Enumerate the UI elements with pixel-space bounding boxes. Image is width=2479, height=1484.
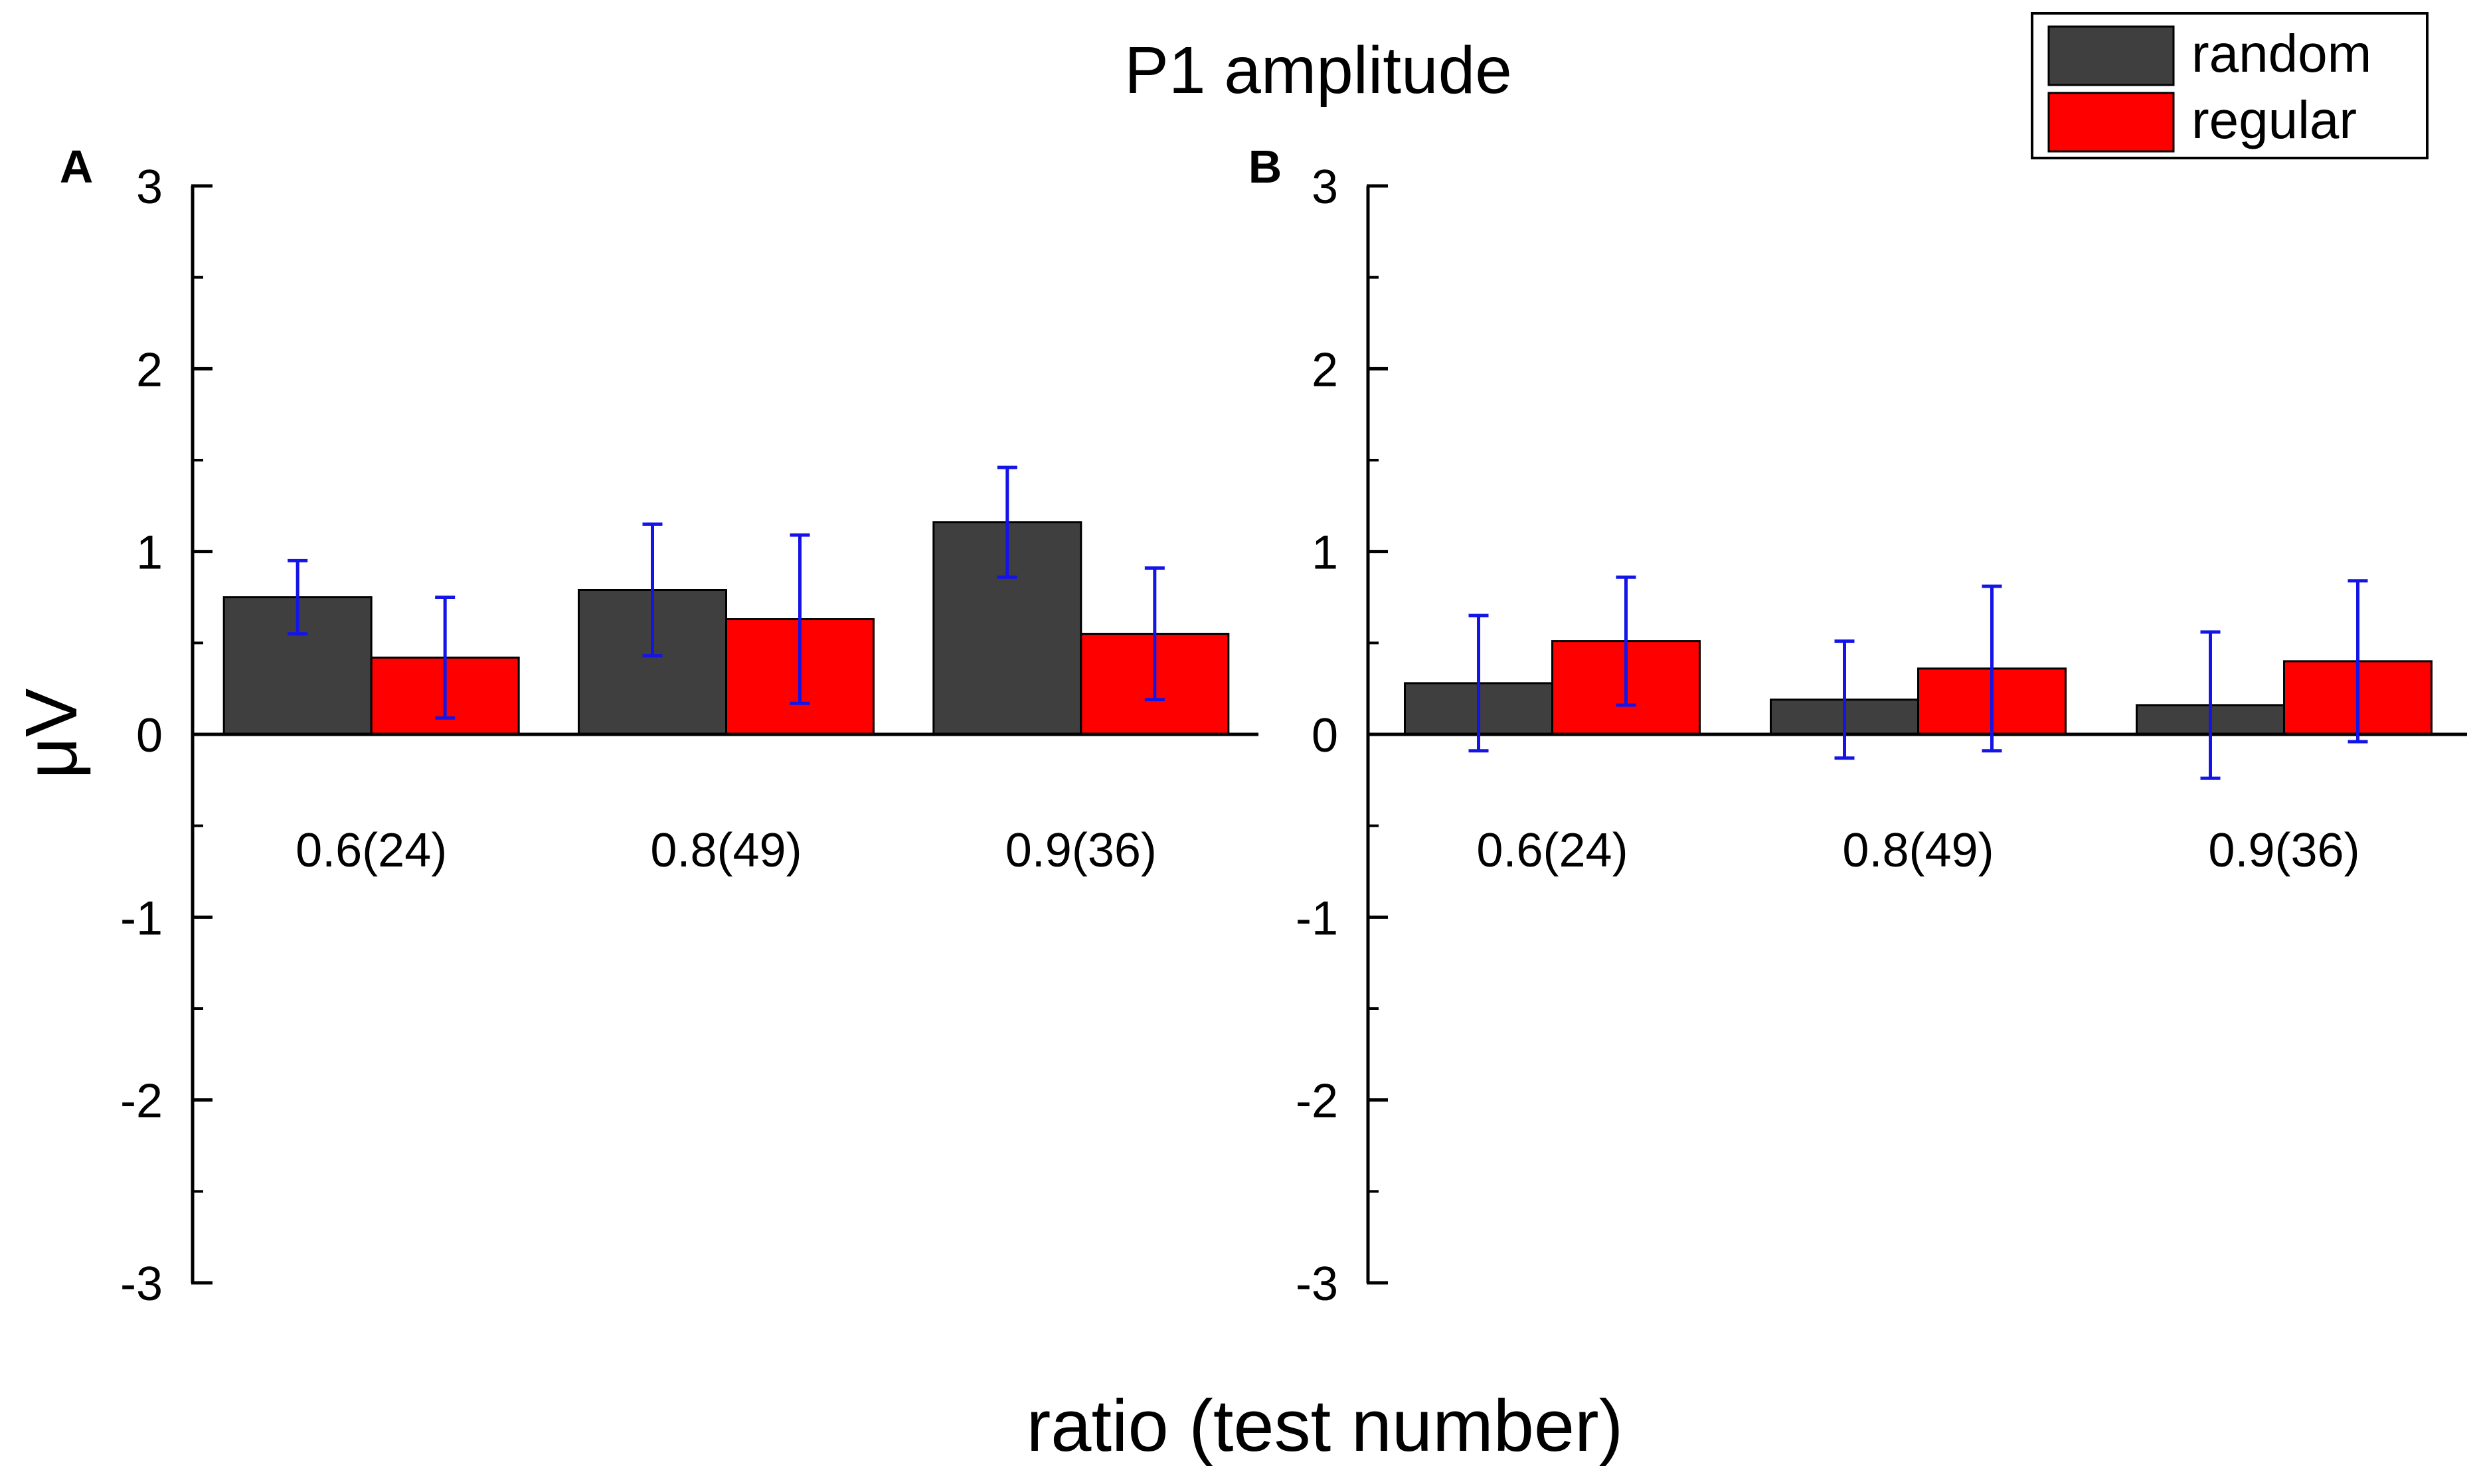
legend-swatch-regular: [2047, 92, 2175, 153]
x-tick-label: 0.9(36): [2208, 824, 2359, 877]
y-tick-label: 3: [1312, 161, 1338, 214]
x-tick-label: 0.6(24): [296, 824, 447, 877]
y-tick-label: 1: [136, 527, 163, 580]
y-tick-label: 1: [1312, 527, 1338, 580]
y-tick-label: -3: [1296, 1258, 1338, 1311]
legend: random regular: [2031, 12, 2429, 159]
y-tick-label: 0: [1312, 709, 1338, 762]
error-bar-random-1: [1834, 639, 1855, 760]
chart-title: P1 amplitude: [1124, 33, 1512, 108]
error-bar-regular-1: [790, 533, 810, 705]
y-tick-label: 2: [1312, 343, 1338, 396]
error-bar-regular-0: [435, 596, 456, 720]
error-bar-regular-2: [1144, 566, 1165, 702]
error-bar-regular-2: [2348, 579, 2368, 744]
y-axis-title: μV: [11, 689, 92, 780]
x-tick-label: 0.8(49): [650, 824, 802, 877]
x-tick-label: 0.9(36): [1005, 824, 1157, 877]
y-tick-label: 3: [136, 161, 163, 214]
y-tick-label: -3: [120, 1258, 163, 1311]
y-tick-label: -1: [1296, 892, 1338, 945]
legend-swatch-random: [2047, 25, 2175, 86]
x-axis-title: ratio (test number): [1027, 1385, 1624, 1467]
legend-label-random: random: [2191, 24, 2371, 83]
panel-b: B 3 2 1 0 -1 -2 -3 0.6(24) 0.8(49) 0.9(36): [1248, 141, 2467, 1311]
panel-label: B: [1248, 141, 1282, 193]
error-bar-random-0: [288, 558, 308, 636]
error-bar-random-2: [997, 465, 1017, 579]
y-tick-label: 2: [136, 343, 163, 396]
error-bar-regular-1: [1982, 584, 2002, 753]
x-tick-label: 0.6(24): [1476, 824, 1628, 877]
error-bar-random-1: [642, 522, 663, 658]
y-tick-label: -2: [1296, 1075, 1338, 1128]
legend-label-regular: regular: [2191, 90, 2357, 149]
y-tick-label: -2: [120, 1075, 163, 1128]
x-tick-label: 0.8(49): [1842, 824, 1994, 877]
error-bar-random-0: [1468, 614, 1489, 753]
panel-a: A 3 2 1 0 -1 -2 -3 0.6(24) 0.8(49) 0.9(36): [60, 141, 1258, 1311]
error-bar-random-2: [2200, 630, 2221, 780]
y-tick-label: -1: [120, 892, 163, 945]
error-bar-regular-0: [1616, 575, 1636, 707]
panel-label: A: [60, 141, 94, 193]
y-tick-label: 0: [136, 709, 163, 762]
